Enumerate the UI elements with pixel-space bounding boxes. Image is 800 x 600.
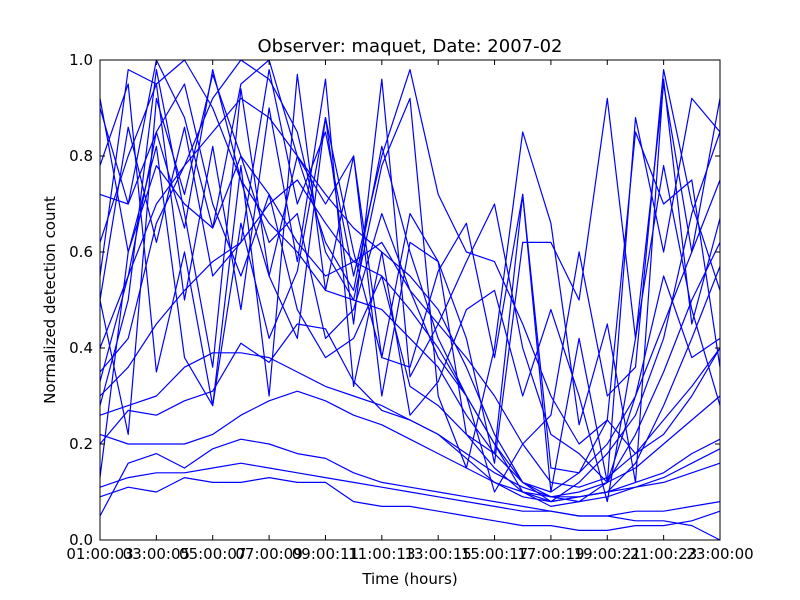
y-tick-label: 1.0 <box>69 51 93 69</box>
plot-frame <box>99 59 721 541</box>
x-axis-ticks: 01:00:0303:00:0505:00:0707:00:0909:00:11… <box>66 60 754 563</box>
y-tick-label: 0.4 <box>69 339 93 357</box>
series-line-12 <box>99 438 721 541</box>
series-line-7 <box>99 59 721 503</box>
series-line-2 <box>99 179 721 498</box>
y-tick-label: 0.8 <box>69 147 93 165</box>
series-line-10 <box>99 462 721 517</box>
x-tick-label: 23:00:00 <box>686 545 753 563</box>
x-tick-label: 17:00:19 <box>517 545 584 563</box>
x-tick-label: 01:00:03 <box>66 545 133 563</box>
series-line-15 <box>99 73 721 474</box>
series-line-19 <box>99 68 721 493</box>
x-axis-label: Time (hours) <box>361 570 457 588</box>
series-line-13 <box>99 68 721 455</box>
series-line-20 <box>99 59 721 483</box>
x-tick-label: 07:00:09 <box>235 545 302 563</box>
series-layer <box>99 59 721 541</box>
x-tick-label: 15:00:17 <box>461 545 528 563</box>
series-line-6 <box>99 83 721 507</box>
y-axis-ticks: 0.0 0.2 0.4 0.6 0.8 1.0 <box>69 51 720 549</box>
series-line-18 <box>99 68 721 493</box>
series-line-4 <box>99 59 721 493</box>
y-tick-label: 0.2 <box>69 435 93 453</box>
x-tick-label: 21:00:23 <box>630 545 697 563</box>
chart-title: Observer: maquet, Date: 2007-02 <box>257 36 562 57</box>
series-line-14 <box>99 68 721 483</box>
series-line-16 <box>99 68 721 503</box>
y-axis-label: Normalized detection count <box>41 196 59 404</box>
x-tick-label: 03:00:05 <box>123 545 190 563</box>
x-tick-label: 11:00:13 <box>348 545 415 563</box>
series-line-9 <box>99 390 721 498</box>
y-tick-label: 0.0 <box>69 531 93 549</box>
x-tick-label: 05:00:07 <box>179 545 246 563</box>
plot-area <box>100 60 720 540</box>
x-tick-label: 13:00:15 <box>404 545 471 563</box>
series-line-3 <box>99 97 721 503</box>
series-line-17 <box>99 83 721 464</box>
series-line-11 <box>99 477 721 532</box>
x-tick-label: 09:00:11 <box>292 545 359 563</box>
y-tick-label: 0.6 <box>69 243 93 261</box>
x-tick-label: 19:00:21 <box>574 545 641 563</box>
